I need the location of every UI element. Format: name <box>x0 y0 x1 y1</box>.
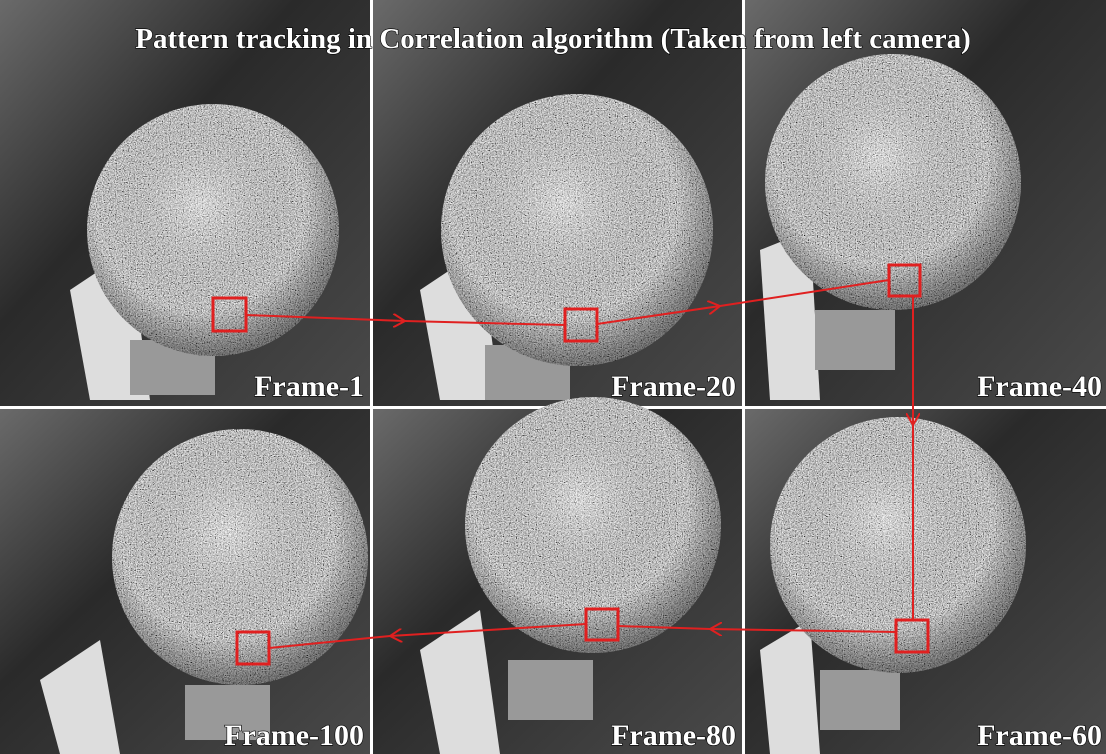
frame-label: Frame-60 <box>977 719 1102 752</box>
title: Pattern tracking in Correlation algorith… <box>135 23 970 55</box>
frame-label: Frame-40 <box>977 370 1102 403</box>
pedestal <box>508 660 593 720</box>
sphere-shade <box>441 94 713 366</box>
frame-label: Frame-80 <box>611 719 736 752</box>
sphere-shade <box>770 417 1026 673</box>
figure: Pattern tracking in Correlation algorith… <box>0 0 1106 754</box>
sphere-shade <box>465 397 721 653</box>
frame-label: Frame-20 <box>611 370 736 403</box>
frame-label: Frame-100 <box>224 719 364 752</box>
pedestal <box>815 310 895 370</box>
pedestal <box>820 670 900 730</box>
sphere-shade <box>112 429 368 685</box>
sphere-shade <box>765 54 1021 310</box>
frame-label: Frame-1 <box>254 370 364 403</box>
